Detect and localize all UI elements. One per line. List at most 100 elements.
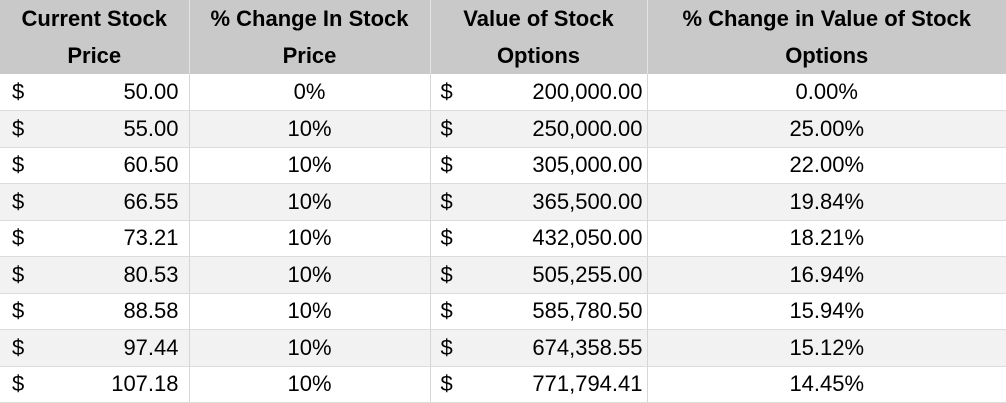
- value-of-stock-options-value: 771,794.41: [532, 371, 643, 397]
- table-row: $55.00 10% $250,000.00 25.00%: [0, 110, 1006, 148]
- currency-symbol: $: [440, 152, 453, 178]
- currency-symbol: $: [12, 261, 25, 287]
- cell-current-stock-price: $73.21: [0, 220, 190, 257]
- value-of-stock-options-value: 674,358.55: [532, 334, 643, 360]
- cell-value-of-stock-options: $305,000.00: [430, 147, 648, 184]
- money-value: $66.55: [0, 189, 189, 215]
- header-current-stock-price: Current Stock Price: [0, 0, 190, 74]
- header-row: Current Stock Price % Change In Stock Pr…: [0, 0, 1006, 74]
- cell-current-stock-price: $66.55: [0, 183, 190, 221]
- pct-change-stock-price-value: 10%: [287, 115, 332, 141]
- cell-pct-change-stock-price: 10%: [189, 366, 431, 403]
- pct-change-value-options-value: 14.45%: [789, 371, 865, 397]
- cell-pct-change-value-options: 0.00%: [647, 74, 1006, 111]
- money-value: $365,500.00: [431, 189, 647, 215]
- table-row: $97.44 10% $674,358.55 15.12%: [0, 329, 1006, 367]
- cell-value-of-stock-options: $585,780.50: [430, 293, 648, 330]
- money-value: $250,000.00: [431, 116, 647, 142]
- currency-symbol: $: [12, 334, 25, 360]
- header-line-2: Price: [67, 43, 122, 68]
- pct-change-stock-price-value: 10%: [287, 152, 332, 178]
- table-row: $60.50 10% $305,000.00 22.00%: [0, 147, 1006, 184]
- pct-change-value-options-value: 0.00%: [795, 79, 858, 104]
- cell-current-stock-price: $107.18: [0, 366, 190, 403]
- currency-symbol: $: [440, 115, 453, 141]
- money-value: $107.18: [0, 371, 189, 397]
- cell-pct-change-value-options: 14.45%: [647, 366, 1006, 403]
- currency-symbol: $: [440, 334, 453, 360]
- money-value: $55.00: [0, 116, 189, 142]
- value-of-stock-options-value: 585,780.50: [532, 298, 643, 324]
- value-of-stock-options-value: 365,500.00: [532, 188, 643, 214]
- money-value: $80.53: [0, 262, 189, 288]
- money-value: $305,000.00: [431, 152, 647, 178]
- pct-change-value-options-value: 15.94%: [789, 298, 865, 324]
- cell-pct-change-value-options: 15.94%: [647, 293, 1006, 330]
- cell-value-of-stock-options: $365,500.00: [430, 183, 648, 221]
- currency-symbol: $: [12, 225, 25, 251]
- table-row: $80.53 10% $505,255.00 16.94%: [0, 256, 1006, 294]
- currency-symbol: $: [440, 188, 453, 214]
- value-of-stock-options-value: 305,000.00: [532, 152, 643, 178]
- money-value: $200,000.00: [431, 79, 647, 105]
- pct-change-value-options-value: 16.94%: [789, 261, 865, 287]
- currency-symbol: $: [12, 152, 25, 178]
- money-value: $88.58: [0, 298, 189, 324]
- currency-symbol: $: [12, 298, 25, 324]
- pct-change-stock-price-value: 10%: [287, 261, 332, 287]
- cell-value-of-stock-options: $250,000.00: [430, 110, 648, 148]
- table-row: $50.00 0% $200,000.00 0.00%: [0, 74, 1006, 111]
- cell-value-of-stock-options: $200,000.00: [430, 74, 648, 111]
- pct-change-stock-price-value: 10%: [287, 298, 332, 324]
- header-pct-change-value-options: % Change in Value of Stock Options: [647, 0, 1006, 74]
- value-of-stock-options-value: 432,050.00: [532, 225, 643, 251]
- cell-current-stock-price: $97.44: [0, 329, 190, 367]
- pct-change-value-options-value: 19.84%: [789, 188, 865, 214]
- cell-pct-change-value-options: 15.12%: [647, 329, 1006, 367]
- value-of-stock-options-value: 505,255.00: [532, 261, 643, 287]
- current-stock-price-value: 97.44: [123, 334, 179, 360]
- pct-change-stock-price-value: 10%: [287, 225, 332, 251]
- header-pct-change-stock-price: % Change In Stock Price: [189, 0, 431, 74]
- header-line-2: Options: [496, 43, 581, 68]
- cell-current-stock-price: $60.50: [0, 147, 190, 184]
- cell-pct-change-value-options: 16.94%: [647, 256, 1006, 294]
- pct-change-value-options-value: 22.00%: [789, 152, 865, 178]
- pct-change-value-options-value: 18.21%: [789, 225, 865, 251]
- currency-symbol: $: [12, 115, 25, 141]
- header-value-of-stock-options: Value of Stock Options: [430, 0, 648, 74]
- table-body: $50.00 0% $200,000.00 0.00% $55.00 10% $250,00…: [0, 74, 1006, 403]
- currency-symbol: $: [440, 225, 453, 251]
- money-value: $73.21: [0, 225, 189, 251]
- current-stock-price-value: 88.58: [123, 298, 179, 324]
- table-row: $107.18 10% $771,794.41 14.45%: [0, 366, 1006, 403]
- current-stock-price-value: 55.00: [123, 115, 179, 141]
- cell-pct-change-stock-price: 10%: [189, 110, 431, 148]
- header-line-2: Options: [785, 43, 869, 68]
- header-line-1: % Change In Stock: [210, 6, 409, 31]
- money-value: $771,794.41: [431, 371, 647, 397]
- current-stock-price-value: 80.53: [123, 261, 179, 287]
- cell-pct-change-value-options: 22.00%: [647, 147, 1006, 184]
- money-value: $50.00: [0, 79, 189, 105]
- cell-pct-change-stock-price: 10%: [189, 256, 431, 294]
- current-stock-price-value: 73.21: [123, 225, 179, 251]
- cell-current-stock-price: $55.00: [0, 110, 190, 148]
- table-row: $73.21 10% $432,050.00 18.21%: [0, 220, 1006, 257]
- money-value: $60.50: [0, 152, 189, 178]
- current-stock-price-value: 66.55: [123, 188, 179, 214]
- money-value: $585,780.50: [431, 298, 647, 324]
- cell-current-stock-price: $50.00: [0, 74, 190, 111]
- pct-change-stock-price-value: 10%: [287, 334, 332, 360]
- current-stock-price-value: 107.18: [111, 371, 179, 397]
- money-value: $505,255.00: [431, 262, 647, 288]
- currency-symbol: $: [440, 261, 453, 287]
- current-stock-price-value: 50.00: [123, 79, 179, 104]
- currency-symbol: $: [440, 79, 453, 104]
- currency-symbol: $: [12, 79, 25, 104]
- cell-pct-change-stock-price: 10%: [189, 293, 431, 330]
- table-row: $66.55 10% $365,500.00 19.84%: [0, 183, 1006, 221]
- currency-symbol: $: [12, 371, 25, 397]
- money-value: $97.44: [0, 335, 189, 361]
- current-stock-price-value: 60.50: [123, 152, 179, 178]
